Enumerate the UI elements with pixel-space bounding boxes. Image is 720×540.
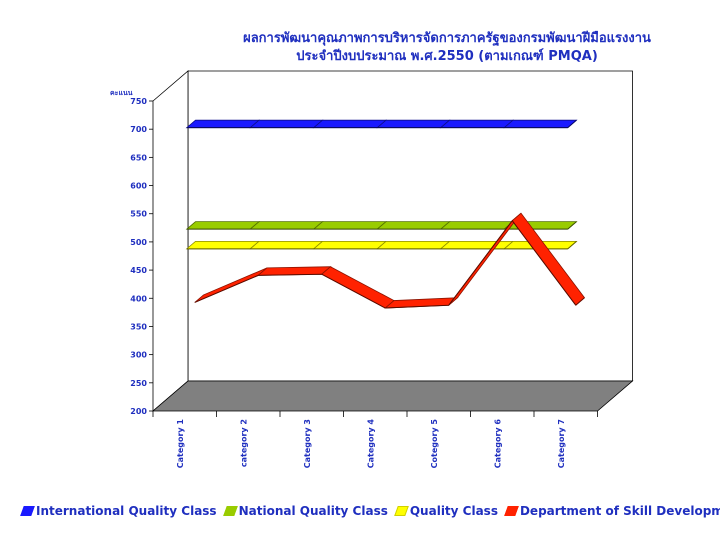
- legend-swatch: [20, 506, 35, 516]
- series-ribbon-segment: [439, 240, 515, 250]
- series-end-cap: [567, 240, 577, 250]
- left-wall: [152, 70, 189, 412]
- legend-swatch: [504, 506, 519, 516]
- y-tick-label: 700: [130, 125, 147, 134]
- legend-item-1: National Quality Class: [222, 504, 388, 518]
- series-end-cap: [575, 297, 585, 306]
- y-tick-label: 300: [130, 351, 147, 360]
- y-tick-label: 500: [130, 238, 147, 247]
- series-end-cap: [567, 221, 577, 230]
- series-line: [194, 219, 577, 309]
- y-tick-label: 650: [130, 153, 147, 162]
- y-tick-label: 200: [130, 407, 147, 416]
- legend: International Quality Class National Qual…: [20, 504, 720, 518]
- series-ribbon-segment: [185, 119, 261, 129]
- series-2: [185, 240, 578, 250]
- series-3: [194, 212, 586, 309]
- y-tick-label: 750: [130, 97, 147, 106]
- series-ribbon-segment: [249, 119, 324, 129]
- series-ribbon-segment: [376, 221, 451, 230]
- y-tick-label: 600: [130, 182, 147, 191]
- series-ribbon-segment: [439, 119, 515, 129]
- series-ribbon-segment: [439, 221, 515, 230]
- legend-label: Department of Skill Development: [519, 504, 720, 518]
- legend-swatch: [394, 506, 409, 516]
- chart-title-line1: ผลการพัฒนาคุณภาพการบริหารจัดการภาครัฐของ…: [243, 30, 651, 47]
- y-tick-label: 250: [130, 379, 147, 388]
- x-tick-label: Category 4: [367, 419, 376, 469]
- y-axis-label: คะแนน: [110, 89, 133, 97]
- series-ribbon-segment: [249, 240, 324, 250]
- x-axis: Category 1 category 2 Category 3 Category 4…: [152, 411, 598, 469]
- series-ribbon-segment: [376, 240, 451, 250]
- x-tick-label: category 2: [240, 419, 249, 467]
- y-tick-label: 550: [130, 210, 147, 219]
- series-ribbon-segment: [249, 221, 324, 230]
- series-end-cap: [567, 119, 577, 129]
- floor: [151, 380, 634, 412]
- legend-item-3: Department of Skill Development: [504, 504, 720, 518]
- series-ribbon-segment: [312, 119, 388, 129]
- legend-item-2: Quality Class: [394, 504, 498, 518]
- y-tick-label: 400: [130, 294, 147, 303]
- series-ribbon-segment: [312, 240, 388, 250]
- legend-label: International Quality Class: [36, 504, 217, 518]
- series-ribbon-segment: [503, 119, 578, 129]
- x-tick-label: Category 6: [494, 419, 503, 469]
- legend-item-0: International Quality Class: [20, 504, 217, 518]
- series-0: [185, 119, 578, 129]
- x-tick-label: Cotegory 5: [430, 419, 439, 469]
- chart-title-line2: ประจำปีงบประมาณ พ.ศ.2550 (ตามเกณฑ์ PMQA): [296, 48, 598, 64]
- legend-label: Quality Class: [409, 504, 498, 518]
- series-ribbon-segment: [185, 221, 261, 230]
- series-layer: [185, 119, 586, 309]
- legend-label: National Quality Class: [238, 504, 388, 518]
- y-axis: 200 250 300 350 400 450 500 550 600 650 700 750: [130, 97, 153, 416]
- x-tick-label: Category 1: [176, 419, 185, 469]
- y-tick-label: 450: [130, 266, 147, 275]
- y-tick-label: 350: [130, 322, 147, 331]
- series-ribbon-segment: [376, 119, 451, 129]
- series-ribbon-segment: [185, 240, 261, 250]
- legend-swatch: [222, 506, 238, 516]
- x-tick-label: Category 7: [557, 419, 566, 468]
- series-ribbon-segment: [312, 221, 388, 230]
- x-tick-label: Category 3: [303, 419, 312, 468]
